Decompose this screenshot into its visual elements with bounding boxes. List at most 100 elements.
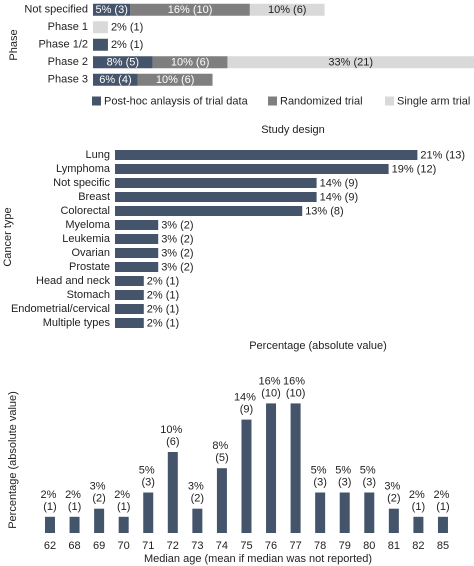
category-label: Not specified — [24, 4, 88, 16]
bar-segment — [93, 56, 153, 69]
bar — [241, 419, 252, 533]
value-label: 3% (2) — [188, 481, 207, 505]
x-axis-title: Percentage (absolute value) — [249, 340, 387, 352]
category-label: 81 — [388, 540, 400, 552]
bar — [115, 220, 159, 230]
value-label: 10% (6) — [156, 74, 195, 86]
category-label: 73 — [191, 540, 203, 552]
category-label: 62 — [44, 540, 56, 552]
bar-segment — [137, 73, 213, 86]
bar-segment — [93, 3, 131, 16]
value-label: 5% (3) — [311, 464, 330, 488]
bar — [413, 516, 424, 533]
value-label: 3% (2) — [161, 233, 193, 245]
bar — [192, 508, 203, 533]
category-label: Endometrial/cervical — [11, 303, 110, 315]
value-label: 3% (2) — [384, 481, 403, 505]
bar-segment — [93, 21, 108, 34]
category-label: Myeloma — [65, 219, 111, 231]
category-label: 71 — [142, 540, 154, 552]
bar-segment — [152, 56, 228, 69]
value-label: 10% (6) — [171, 57, 210, 69]
value-label: 5% (3) — [335, 464, 354, 488]
category-label: Leukemia — [62, 233, 111, 245]
category-label: Lymphoma — [56, 163, 111, 175]
bar — [115, 234, 159, 244]
value-label: 5% (3) — [139, 464, 158, 488]
value-label: 14% (9) — [320, 191, 359, 203]
bar — [339, 492, 350, 533]
legend-label: Single arm trial — [397, 95, 470, 107]
category-label: 79 — [339, 540, 351, 552]
value-label: 16% (10) — [168, 4, 213, 16]
category-label: Head and neck — [36, 275, 110, 287]
value-label: 33% (21) — [328, 57, 373, 69]
category-label: Lung — [86, 149, 110, 161]
value-label: 2% (1) — [111, 22, 143, 34]
bar — [118, 516, 129, 533]
value-label: 2% (1) — [147, 275, 179, 287]
bar-segment — [130, 3, 250, 16]
bar — [437, 516, 448, 533]
value-label: 16% (10) — [259, 375, 284, 399]
bar — [315, 492, 326, 533]
bar — [115, 318, 144, 328]
category-label: Not specific — [53, 177, 110, 189]
bar — [388, 508, 399, 533]
value-label: 2% (1) — [409, 489, 428, 513]
legend-swatch — [385, 96, 394, 106]
value-label: 10% (6) — [268, 4, 307, 16]
bar — [167, 452, 178, 533]
y-axis-title: Phase — [8, 29, 20, 60]
value-label: 2% (1) — [111, 39, 143, 51]
value-label: 3% (2) — [161, 247, 193, 259]
value-label: 5% (3) — [95, 4, 127, 16]
bar-segment — [249, 3, 325, 16]
category-label: Ovarian — [71, 247, 110, 259]
category-label: 72 — [167, 540, 179, 552]
category-label: 76 — [265, 540, 277, 552]
bar — [115, 262, 159, 272]
bar — [115, 150, 418, 160]
category-label: 75 — [240, 540, 252, 552]
category-label: Phase 1/2 — [38, 39, 88, 51]
bar — [115, 178, 317, 188]
value-label: 8% (5) — [107, 57, 139, 69]
category-label: Prostate — [69, 261, 110, 273]
y-axis-title: Cancer type — [2, 207, 14, 266]
value-label: 14% (9) — [234, 392, 259, 416]
value-label: 19% (12) — [392, 163, 437, 175]
value-label: 16% (10) — [283, 375, 308, 399]
category-label: 77 — [289, 540, 301, 552]
value-label: 3% (2) — [161, 219, 193, 231]
category-label: 85 — [437, 540, 449, 552]
category-label: Multiple types — [43, 317, 111, 329]
category-label: 74 — [216, 540, 228, 552]
bar — [290, 403, 301, 533]
bar — [216, 468, 227, 533]
bar — [115, 164, 389, 174]
value-label: 2% (1) — [147, 317, 179, 329]
value-label: 2% (1) — [147, 289, 179, 301]
legend-swatch — [268, 96, 277, 106]
category-label: Phase 2 — [48, 56, 88, 68]
category-label: Phase 1 — [48, 21, 88, 33]
legend-swatch — [92, 96, 101, 106]
value-label: 14% (9) — [320, 177, 359, 189]
bar — [115, 248, 159, 258]
category-label: 80 — [363, 540, 375, 552]
bar — [266, 403, 277, 533]
category-label: 78 — [314, 540, 326, 552]
bar — [69, 516, 80, 533]
category-label: Stomach — [67, 289, 110, 301]
category-label: Breast — [78, 191, 110, 203]
bar-segment — [93, 73, 138, 86]
bar — [143, 492, 154, 533]
value-label: 5% (3) — [360, 464, 379, 488]
category-label: Phase 3 — [48, 74, 88, 86]
value-label: 13% (8) — [305, 205, 344, 217]
category-label: 70 — [118, 540, 130, 552]
category-label: 69 — [93, 540, 105, 552]
